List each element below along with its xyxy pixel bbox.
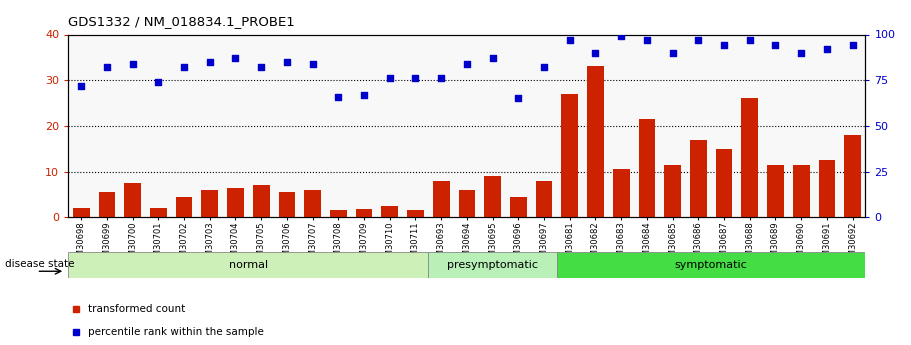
- Bar: [304, 190, 321, 217]
- Point: [537, 65, 551, 70]
- Point: [742, 37, 757, 43]
- Point: [177, 65, 191, 70]
- Point: [562, 37, 577, 43]
- Point: [665, 50, 680, 56]
- Point: [459, 61, 474, 67]
- Bar: [330, 210, 347, 217]
- Bar: [485, 176, 501, 217]
- Bar: [176, 197, 192, 217]
- Bar: [793, 165, 810, 217]
- FancyBboxPatch shape: [557, 252, 865, 278]
- Point: [589, 50, 603, 56]
- Point: [151, 79, 166, 85]
- Bar: [664, 165, 681, 217]
- Bar: [382, 206, 398, 217]
- Bar: [587, 67, 604, 217]
- Point: [280, 59, 294, 65]
- FancyBboxPatch shape: [68, 252, 428, 278]
- Point: [486, 56, 500, 61]
- Bar: [407, 210, 424, 217]
- Bar: [639, 119, 655, 217]
- Bar: [124, 183, 141, 217]
- Bar: [458, 190, 476, 217]
- Point: [254, 65, 269, 70]
- Bar: [150, 208, 167, 217]
- Bar: [844, 135, 861, 217]
- Point: [383, 76, 397, 81]
- Point: [331, 94, 345, 99]
- Point: [511, 96, 526, 101]
- Bar: [73, 208, 89, 217]
- Point: [408, 76, 423, 81]
- Bar: [818, 160, 835, 217]
- Bar: [227, 188, 244, 217]
- Bar: [201, 190, 218, 217]
- Point: [74, 83, 88, 88]
- Bar: [767, 165, 783, 217]
- Text: GDS1332 / NM_018834.1_PROBE1: GDS1332 / NM_018834.1_PROBE1: [68, 16, 295, 29]
- Bar: [433, 181, 449, 217]
- Point: [845, 43, 860, 48]
- Bar: [716, 149, 732, 217]
- Point: [820, 46, 834, 52]
- Bar: [510, 197, 527, 217]
- Point: [793, 50, 808, 56]
- Bar: [561, 94, 578, 217]
- Point: [768, 43, 783, 48]
- Point: [614, 33, 629, 39]
- Bar: [253, 185, 270, 217]
- Text: presymptomatic: presymptomatic: [447, 260, 538, 270]
- Point: [126, 61, 140, 67]
- Point: [357, 92, 372, 98]
- Text: symptomatic: symptomatic: [675, 260, 748, 270]
- Text: percentile rank within the sample: percentile rank within the sample: [88, 327, 264, 337]
- Point: [640, 37, 654, 43]
- Bar: [536, 181, 552, 217]
- Bar: [355, 209, 373, 217]
- Point: [202, 59, 217, 65]
- Point: [717, 43, 732, 48]
- Text: disease state: disease state: [5, 259, 74, 269]
- Bar: [279, 192, 295, 217]
- Text: normal: normal: [229, 260, 268, 270]
- Bar: [98, 192, 116, 217]
- Point: [99, 65, 114, 70]
- Point: [434, 76, 448, 81]
- Text: transformed count: transformed count: [88, 304, 186, 314]
- Point: [305, 61, 320, 67]
- Bar: [742, 99, 758, 217]
- Point: [691, 37, 706, 43]
- Bar: [613, 169, 630, 217]
- FancyBboxPatch shape: [428, 252, 557, 278]
- Bar: [690, 140, 707, 217]
- Point: [228, 56, 242, 61]
